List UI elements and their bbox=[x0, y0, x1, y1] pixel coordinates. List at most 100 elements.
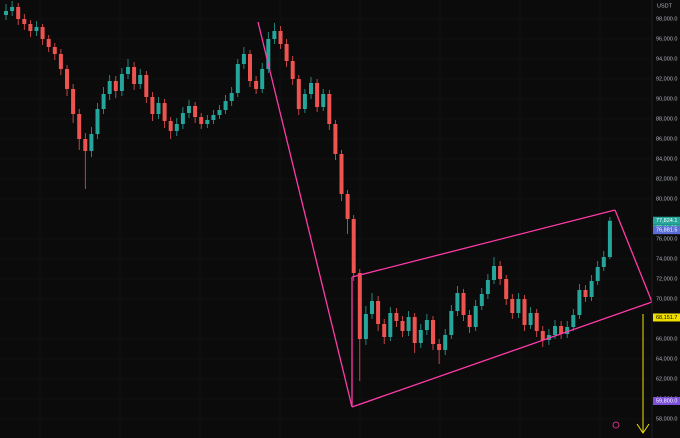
candle-body bbox=[315, 83, 320, 107]
candle-body bbox=[223, 101, 228, 110]
price-badge bbox=[653, 216, 680, 225]
candle-body bbox=[357, 273, 362, 339]
candle-body bbox=[296, 79, 301, 109]
candle-body bbox=[10, 7, 15, 11]
candle-body bbox=[565, 327, 570, 334]
candle-body bbox=[424, 320, 429, 330]
candle-body bbox=[168, 121, 173, 131]
candle-body bbox=[211, 115, 216, 120]
candle-body bbox=[162, 103, 167, 121]
candle-body bbox=[370, 301, 374, 314]
candle-body bbox=[174, 124, 179, 131]
candle-body bbox=[77, 114, 82, 139]
candle-body bbox=[113, 81, 118, 91]
candle-body bbox=[95, 109, 100, 134]
candle-body bbox=[156, 103, 161, 114]
candle-body bbox=[260, 69, 265, 89]
price-badge-label: 76,881.5 bbox=[656, 228, 677, 234]
candle-body bbox=[248, 54, 252, 81]
candle-body bbox=[376, 301, 381, 324]
candle-body bbox=[241, 54, 246, 64]
channel-bottom bbox=[351, 301, 653, 408]
candle-body bbox=[607, 220, 612, 257]
y-tick-label: 76,000.0 bbox=[656, 236, 677, 242]
y-tick-label: 98,000.0 bbox=[656, 16, 677, 22]
candle-body bbox=[180, 113, 185, 124]
price-badge bbox=[653, 397, 680, 405]
grid bbox=[0, 18, 652, 420]
candle-body bbox=[193, 106, 198, 117]
y-tick-label: 96,000.0 bbox=[656, 36, 677, 42]
candle-body bbox=[4, 11, 8, 15]
candle-body bbox=[22, 19, 27, 24]
candle-body bbox=[132, 67, 137, 84]
candle-body bbox=[382, 324, 387, 337]
candle-body bbox=[138, 75, 143, 84]
price-badge-label: 59,800.0 bbox=[656, 398, 677, 404]
candle-body bbox=[498, 266, 503, 279]
candle-body bbox=[126, 67, 130, 74]
candle-body bbox=[339, 154, 344, 194]
candle-body bbox=[83, 139, 88, 151]
candle-body bbox=[266, 39, 271, 69]
arrow-head bbox=[636, 423, 650, 434]
candle-body bbox=[437, 344, 442, 350]
candle-body bbox=[589, 281, 594, 297]
candle-body bbox=[534, 313, 539, 331]
candle-body bbox=[52, 47, 57, 54]
y-tick-label: 80,000.0 bbox=[656, 196, 677, 202]
price-badge-label: 77,824.1 bbox=[656, 218, 677, 224]
candle-body bbox=[540, 331, 545, 340]
candle-body bbox=[559, 326, 564, 334]
candle-body bbox=[345, 194, 350, 219]
candle-body bbox=[583, 290, 588, 297]
candle-body bbox=[522, 299, 527, 325]
candle-body bbox=[34, 27, 39, 31]
candle-body bbox=[333, 124, 338, 154]
candle-body bbox=[254, 81, 259, 89]
y-tick-label: 86,000.0 bbox=[656, 136, 677, 142]
candle-body bbox=[601, 257, 606, 267]
candle-body bbox=[504, 279, 509, 299]
candle-body bbox=[479, 294, 484, 306]
y-tick-label: 66,000.0 bbox=[656, 336, 677, 342]
candle-body bbox=[119, 74, 124, 91]
y-tick-label: 58,000.0 bbox=[656, 416, 677, 422]
candle-body bbox=[467, 315, 472, 327]
channel-top bbox=[351, 209, 616, 278]
candle-body bbox=[388, 313, 393, 337]
icon bbox=[612, 421, 620, 429]
currency-label: USDT bbox=[657, 3, 673, 9]
y-tick-label: 92,000.0 bbox=[656, 76, 677, 82]
y-tick-label: 62,000.0 bbox=[656, 376, 677, 382]
candle-body bbox=[144, 75, 149, 97]
candle-body bbox=[363, 314, 368, 339]
candle-body bbox=[229, 93, 234, 101]
candle-body bbox=[199, 117, 204, 124]
y-tick-label: 70,000.0 bbox=[656, 296, 677, 302]
candle-body bbox=[101, 94, 106, 109]
candle-body bbox=[577, 290, 582, 315]
candle-body bbox=[492, 266, 496, 280]
candle-body bbox=[46, 39, 51, 47]
candle-body bbox=[516, 299, 521, 313]
channel-edge bbox=[614, 209, 653, 303]
candle-body bbox=[309, 83, 313, 94]
candle-body bbox=[406, 317, 411, 331]
candle-body bbox=[510, 299, 515, 313]
candle-body bbox=[217, 110, 222, 115]
candle-body bbox=[278, 31, 283, 44]
candle-body bbox=[400, 321, 405, 331]
candle-body bbox=[394, 313, 399, 321]
y-tick-label: 74,000.0 bbox=[656, 256, 677, 262]
candle-body bbox=[327, 94, 332, 124]
candle-body bbox=[272, 31, 277, 39]
candle-body bbox=[571, 315, 576, 327]
candle-body bbox=[150, 97, 155, 114]
trend-line bbox=[257, 21, 353, 408]
y-tick-label: 84,000.0 bbox=[656, 156, 677, 162]
candle-body bbox=[485, 280, 490, 294]
